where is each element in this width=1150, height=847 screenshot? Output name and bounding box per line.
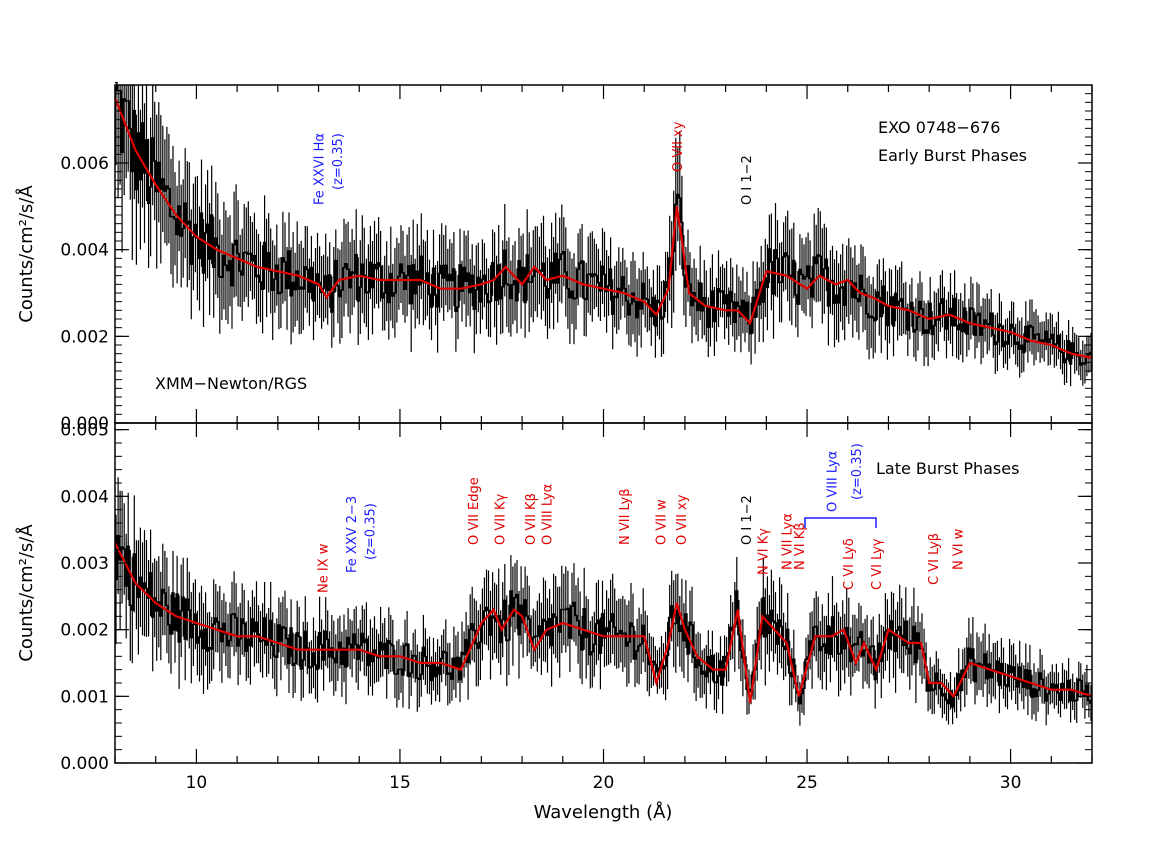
x-axis-title: Wavelength (Å) [534, 801, 673, 823]
bottom-error-bars [115, 477, 1092, 726]
line-label: (z=0.35) [363, 503, 378, 560]
top-observed-spectrum [115, 81, 1092, 366]
bottom-observed-spectrum [115, 534, 1092, 708]
top-model-layer [113, 97, 1093, 360]
line-label: O VIII Lyα [541, 484, 556, 545]
y-tick-label: 0.002 [60, 327, 109, 347]
line-label: C VI Lyβ [927, 533, 942, 585]
line-label: O VIII Lyα [826, 451, 841, 512]
bottom-y-axis-title: Counts/cm²/s/Å [15, 524, 37, 662]
line-label: O VII w [655, 499, 670, 545]
line-label: C VI Lyγ [870, 538, 885, 590]
phase-label-early: Early Burst Phases [878, 146, 1027, 165]
line-label: (z=0.35) [331, 133, 346, 190]
x-tick-label: 15 [389, 773, 411, 793]
top-line-labels: Fe XXVI Hα (z=0.35) O VII xy O I 1−2 [313, 121, 756, 205]
top-data-layer [115, 81, 1092, 387]
phase-label-late: Late Burst Phases [876, 459, 1019, 478]
x-tick-label: 20 [593, 773, 615, 793]
x-tick-label: 10 [186, 773, 208, 793]
line-label: (z=0.35) [850, 443, 865, 500]
line-label: N VI Kγ [756, 528, 771, 575]
line-label: N VII Lyβ [618, 488, 633, 545]
x-tick-label: 25 [796, 773, 818, 793]
bottom-model-layer [114, 542, 1093, 704]
line-label: O VII Edge [467, 477, 482, 545]
line-label: N VII Lyα [781, 513, 796, 570]
y-tick-label: 0.002 [60, 621, 109, 641]
y-tick-label: 0.000 [60, 414, 109, 434]
line-label: Fe XXV 2−3 [345, 496, 360, 573]
y-tick-label: 0.001 [60, 687, 109, 707]
line-label: N VI w [952, 528, 967, 570]
bottom-data-layer [115, 477, 1092, 726]
line-label: O VII xy [675, 494, 690, 545]
line-label: Ne IX w [317, 543, 332, 593]
bottom-axis-ticks: 0.000 0.001 0.002 0.003 0.004 0.005 10 15 20 25 30 [60, 421, 1093, 793]
line-label: Fe XXVI Hα [313, 133, 328, 205]
line-label: O VII Kβ [524, 493, 539, 545]
y-tick-label: 0.004 [60, 241, 109, 261]
y-tick-label: 0.000 [60, 754, 109, 774]
bottom-model-curve [114, 542, 1093, 704]
x-tick-label: 30 [1000, 773, 1022, 793]
y-tick-label: 0.003 [60, 554, 109, 574]
y-tick-label: 0.005 [60, 421, 109, 441]
bottom-line-labels: Ne IX w Fe XXV 2−3 (z=0.35) O VII Edge O VII… [317, 443, 967, 593]
line-label: O VII Kγ [494, 493, 509, 545]
line-label: O VII xy [671, 121, 686, 172]
y-tick-label: 0.004 [60, 487, 109, 507]
o8-bracket [804, 517, 877, 528]
top-y-axis-title: Counts/cm²/s/Å [15, 185, 37, 323]
y-tick-label: 0.006 [60, 154, 109, 174]
instrument-label: XMM−Newton/RGS [155, 374, 307, 393]
line-label: C VI Lyδ [842, 538, 857, 590]
line-label: O I 1−2 [740, 155, 755, 205]
line-label: O I 1−2 [740, 495, 755, 545]
panel-late-burst: 0.000 0.001 0.002 0.003 0.004 0.005 10 15 20 25 30… [15, 421, 1093, 823]
top-model-curve [113, 97, 1093, 360]
line-label: N VI Kβ [793, 522, 808, 570]
source-name: EXO 0748−676 [878, 118, 1000, 137]
panel-early-burst: 0.000 0.002 0.004 0.006 Fe XXVI Hα (z=0.35) O… [15, 81, 1093, 434]
